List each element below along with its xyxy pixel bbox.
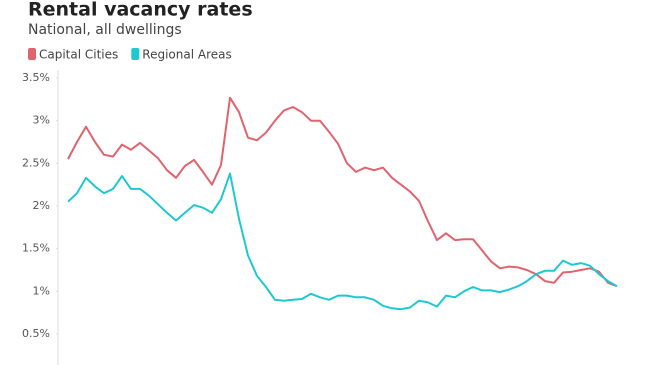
series-line xyxy=(67,172,618,311)
y-tick-label: 2% xyxy=(33,199,50,212)
y-tick-label: 3.5% xyxy=(22,71,50,84)
legend-swatch xyxy=(28,48,36,60)
legend-label: Regional Areas xyxy=(142,48,231,62)
chart-subtitle: National, all dwellings xyxy=(28,22,182,38)
y-tick-label: 3% xyxy=(33,114,50,127)
y-tick-label: 1.5% xyxy=(22,242,50,255)
y-tick-label: 1% xyxy=(33,284,50,297)
chart-title: Rental vacancy rates xyxy=(28,0,253,21)
legend-label: Capital Cities xyxy=(39,48,118,62)
y-tick-label: 2.5% xyxy=(22,156,50,169)
legend-swatch xyxy=(131,48,140,60)
y-tick-label: 0.5% xyxy=(22,327,50,340)
series-line xyxy=(67,96,618,288)
